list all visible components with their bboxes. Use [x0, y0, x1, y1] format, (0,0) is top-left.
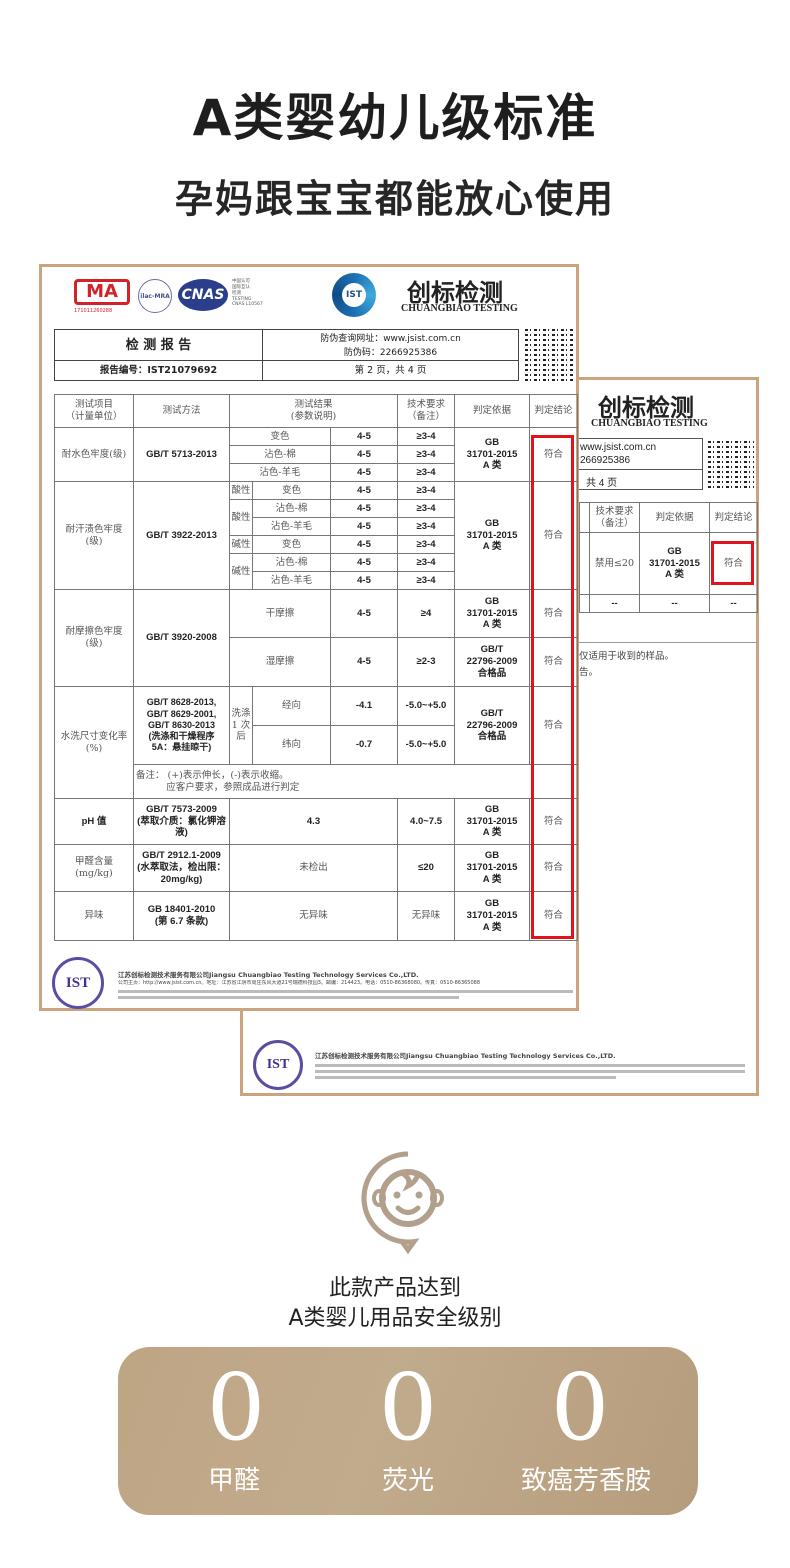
brand-en: CHUANGBIAO TESTING — [401, 303, 518, 314]
page-subtitle: 孕妈跟宝宝都能放心使用 — [0, 168, 790, 223]
zero-fluorescence-value: 0 — [328, 1362, 488, 1454]
page-title: A类婴幼儿级标准 — [0, 78, 790, 150]
table-row: 水洗尺寸变化率 (%) GB/T 8628-2013, GB/T 8629-20… — [55, 687, 578, 726]
table-note: 备注： (+)表示伸长，(-)表示收缩。 应客户要求，参照成品进行判定 — [134, 765, 578, 799]
report-page: MA 171011260288 ilac-MRA CNAS 中国认可国际互认检测… — [39, 264, 579, 1011]
verify-info: 防伪查询网址：www.jsist.com.cn防伪码：2266925386 — [263, 330, 518, 361]
report-header-box: 检 测 报 告 防伪查询网址：www.jsist.com.cn防伪码：22669… — [54, 329, 519, 381]
ist-seal-icon: IST — [52, 957, 104, 1009]
claim-line-1: 此款产品达到 — [0, 1270, 790, 1302]
ist-seal-icon: IST — [253, 1040, 303, 1090]
zero-fluorescence-label: 荧光 — [308, 1460, 508, 1497]
qr-code-icon — [708, 440, 754, 488]
claim-line-2: A类婴儿用品安全级别 — [0, 1300, 790, 1332]
qr-code-icon — [525, 329, 573, 381]
report-footer: 江苏创标检测技术服务有限公司Jiangsu Chuangbiao Testing… — [118, 971, 573, 999]
cma-number: 171011260288 — [74, 308, 112, 314]
cnas-logo-icon: CNAS — [178, 279, 228, 311]
report-number: 报告编号：IST21079692 — [55, 361, 263, 380]
cma-logo-icon: MA — [74, 279, 130, 305]
back-url: www.jsist.com.cn — [580, 442, 656, 453]
table-row: pH 值 GB/T 7573-2009 (萃取介质：氯化钾溶 液) 4.3 4.… — [55, 799, 578, 845]
report-title: 检 测 报 告 — [55, 330, 263, 361]
back-note: 仅适用于收到的样品。 — [579, 648, 674, 662]
back-footer: 江苏创标检测技术服务有限公司Jiangsu Chuangbiao Testing… — [315, 1052, 745, 1079]
ist-logo-icon: IST — [332, 273, 376, 317]
table-header: 测试项目 （计量单位） 测试方法 测试结果 (参数说明) 技术要求 （备注） 判… — [55, 395, 578, 428]
ilac-logo-icon: ilac-MRA — [138, 279, 172, 313]
back-brand-en: CHUANGBIAO TESTING — [591, 418, 708, 429]
table-row: 耐汗渍色牢度 (级) GB/T 3922-2013 酸性 变色4-5≥3-4 G… — [55, 482, 578, 500]
highlight-box — [531, 435, 574, 939]
table-row: 耐水色牢度(级) GB/T 5713-2013 变色4-5≥3-4 GB 317… — [55, 428, 578, 446]
baby-face-icon — [360, 1150, 456, 1256]
back-page: 共 4 页 — [586, 474, 617, 489]
back-code: 266925386 — [580, 455, 630, 466]
table-row: 异味 GB 18401-2010 (第 6.7 条款) 无异味 无异味 GB 3… — [55, 892, 578, 941]
zero-amine-label: 致癌芳香胺 — [486, 1460, 686, 1497]
zero-amine-value: 0 — [500, 1362, 660, 1454]
table-row: 甲醛含量 (mg/kg) GB/T 2912.1-2009 (水萃取法，检出限：… — [55, 845, 578, 892]
table-row: 耐摩擦色牢度 (级) GB/T 3920-2008 干摩擦4-5≥4 GB 31… — [55, 590, 578, 638]
highlight-box — [711, 541, 754, 585]
back-note-2: 告。 — [579, 664, 598, 678]
zero-formaldehyde-value: 0 — [156, 1362, 316, 1454]
page-number: 第 2 页，共 4 页 — [263, 361, 518, 380]
test-results-table: 测试项目 （计量单位） 测试方法 测试结果 (参数说明) 技术要求 （备注） 判… — [54, 394, 578, 941]
zero-formaldehyde-label: 甲醛 — [134, 1460, 334, 1497]
cnas-text: 中国认可国际互认检测TESTINGCNAS L10567 — [232, 279, 263, 308]
